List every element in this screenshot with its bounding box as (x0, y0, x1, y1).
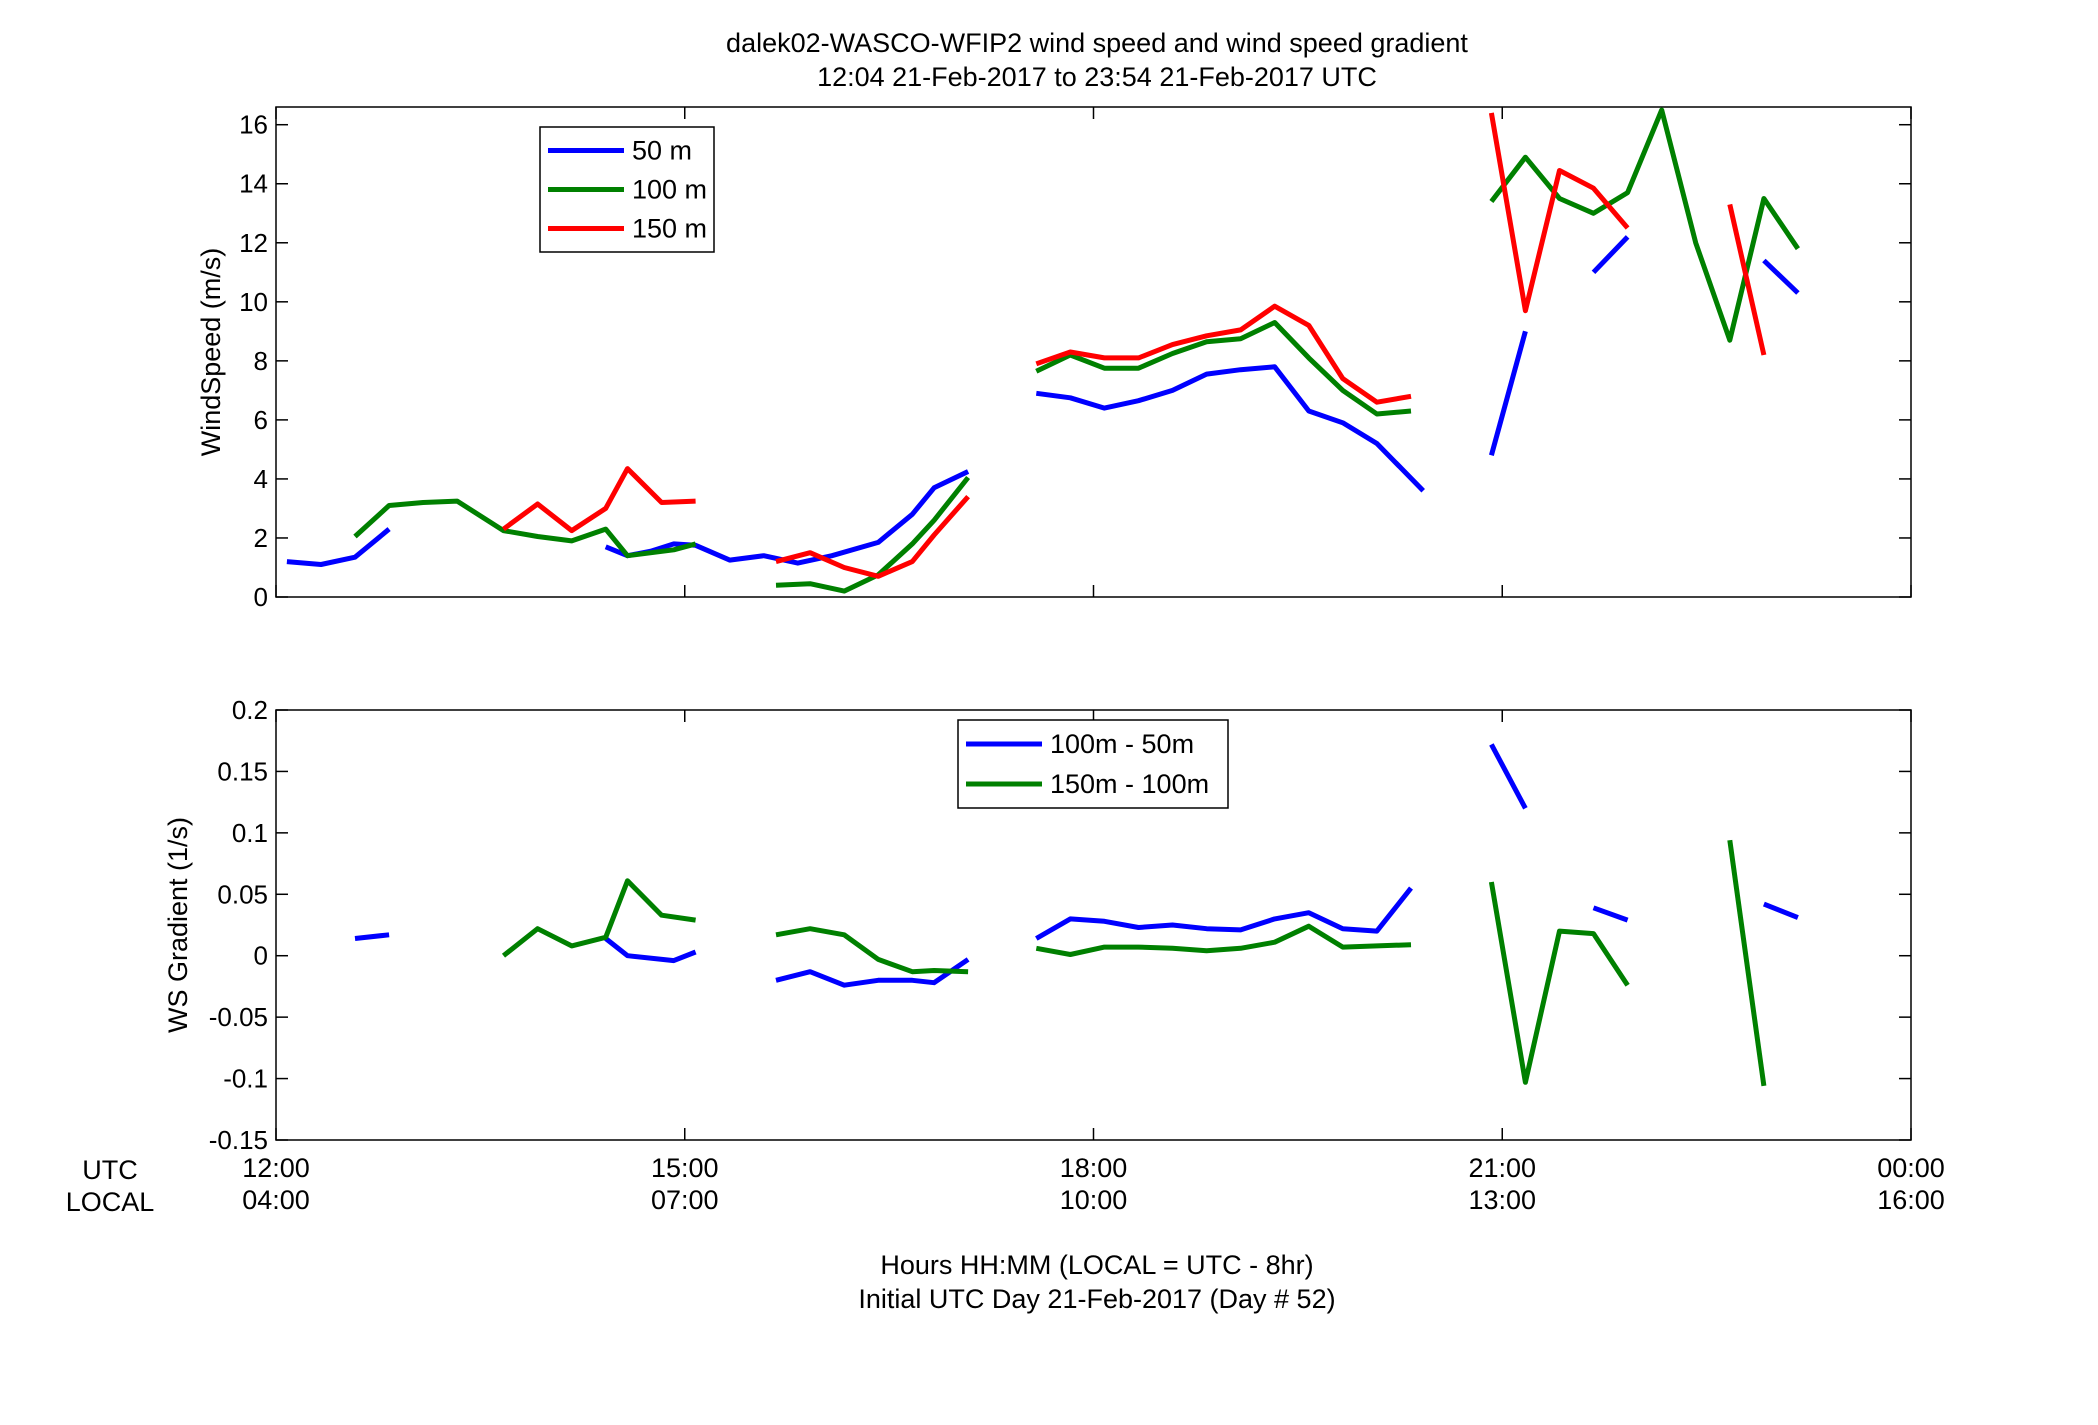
legend-box (957, 719, 1229, 809)
y-tick-label: 0.05 (217, 879, 268, 909)
series-line-segment (1489, 743, 1528, 810)
series-150m-100m (501, 839, 1767, 1087)
x-tick-label-local: 10:00 (1060, 1185, 1128, 1215)
y-tick-label: 6 (254, 405, 268, 435)
y-tick-label: -0.05 (209, 1002, 268, 1032)
x-tick-label-utc: 18:00 (1060, 1153, 1128, 1183)
y-tick-label: 0.1 (232, 818, 268, 848)
x-axis-footer-line1: Hours HH:MM (LOCAL = UTC - 8hr) (880, 1250, 1313, 1280)
legend-label: 100 m (632, 175, 707, 205)
series-line-segment (1488, 330, 1528, 456)
legend-label: 100m - 50m (1050, 729, 1194, 759)
series-line-segment (501, 878, 696, 958)
x-tick-label-local: 16:00 (1877, 1185, 1945, 1215)
legend-label: 50 m (632, 136, 692, 166)
local-row-label: LOCAL (66, 1187, 155, 1217)
series-line-segment (1591, 235, 1630, 275)
y-tick-label: 16 (239, 110, 268, 140)
x-tick-label-utc: 00:00 (1877, 1153, 1945, 1183)
series-line-segment (354, 932, 390, 941)
y-tick-label: 10 (239, 287, 268, 317)
series-line-segment (775, 926, 969, 975)
series-100m-50m (354, 743, 1799, 988)
series-line-segment (1035, 364, 1425, 493)
plot-frame (275, 106, 1912, 598)
series-150-m (502, 112, 1767, 579)
y-tick-label: -0.1 (223, 1064, 268, 1094)
series-line-segment (353, 498, 697, 559)
series-line-segment (286, 527, 391, 567)
x-tick-label-utc: 15:00 (651, 1153, 719, 1183)
chart-title-line2: 12:04 21-Feb-2017 to 23:54 21-Feb-2017 U… (817, 62, 1377, 92)
series-line-segment (775, 957, 970, 988)
series-50-m (286, 235, 1800, 567)
utc-row-label: UTC (82, 1155, 138, 1185)
legend-label: 150 m (632, 214, 707, 244)
x-tick-label-local: 07:00 (651, 1185, 719, 1215)
series-line-segment (1035, 923, 1412, 957)
y-tick-label: 0.15 (217, 756, 268, 786)
y-tick-label: 8 (254, 346, 268, 376)
series-line-segment (1035, 886, 1413, 941)
y-tick-label: 14 (239, 169, 268, 199)
series-line-segment (502, 466, 696, 534)
legend-label: 150m - 100m (1050, 769, 1209, 799)
y-tick-label: 0.2 (232, 695, 268, 725)
series-line-segment (1035, 320, 1412, 417)
chart-title-line1: dalek02-WASCO-WFIP2 wind speed and wind … (726, 28, 1468, 58)
x-tick-label-local: 13:00 (1468, 1185, 1536, 1215)
series-line-segment (604, 936, 697, 964)
series-line-segment (1762, 258, 1800, 295)
x-axis-footer-line2: Initial UTC Day 21-Feb-2017 (Day # 52) (858, 1284, 1335, 1314)
series-line-segment (1488, 112, 1630, 314)
x-tick-label-utc: 12:00 (242, 1153, 310, 1183)
series-line-segment (1727, 839, 1767, 1087)
y-tick-label: 2 (254, 523, 268, 553)
x-tick-label-local: 04:00 (242, 1185, 310, 1215)
y-tick-label: 0 (254, 941, 268, 971)
series-line-segment (1488, 881, 1630, 1085)
gradient-panel: -0.15 -0.1 -0.05 0 0.05 0.1 0.15 0.2 WS Gradient… (163, 695, 1912, 1155)
y-tick-label: 0 (254, 582, 268, 612)
y-tick-label: 4 (254, 464, 268, 494)
y-tick-label: 12 (239, 228, 268, 258)
x-tick-label-utc: 21:00 (1468, 1153, 1536, 1183)
windspeed-panel: 0 2 4 6 8 10 12 14 16 WindSpeed (m/s) 50 m 100 m 150… (196, 106, 1912, 612)
series-line-segment (1592, 905, 1629, 923)
series-line-segment (1762, 901, 1799, 920)
series-line-segment (1727, 203, 1767, 356)
y-axis-label: WindSpeed (m/s) (196, 248, 226, 457)
y-tick-label: -0.15 (209, 1125, 268, 1155)
series-line-segment (775, 494, 970, 579)
y-axis-label: WS Gradient (1/s) (163, 817, 193, 1033)
series-line-segment (1035, 303, 1412, 405)
